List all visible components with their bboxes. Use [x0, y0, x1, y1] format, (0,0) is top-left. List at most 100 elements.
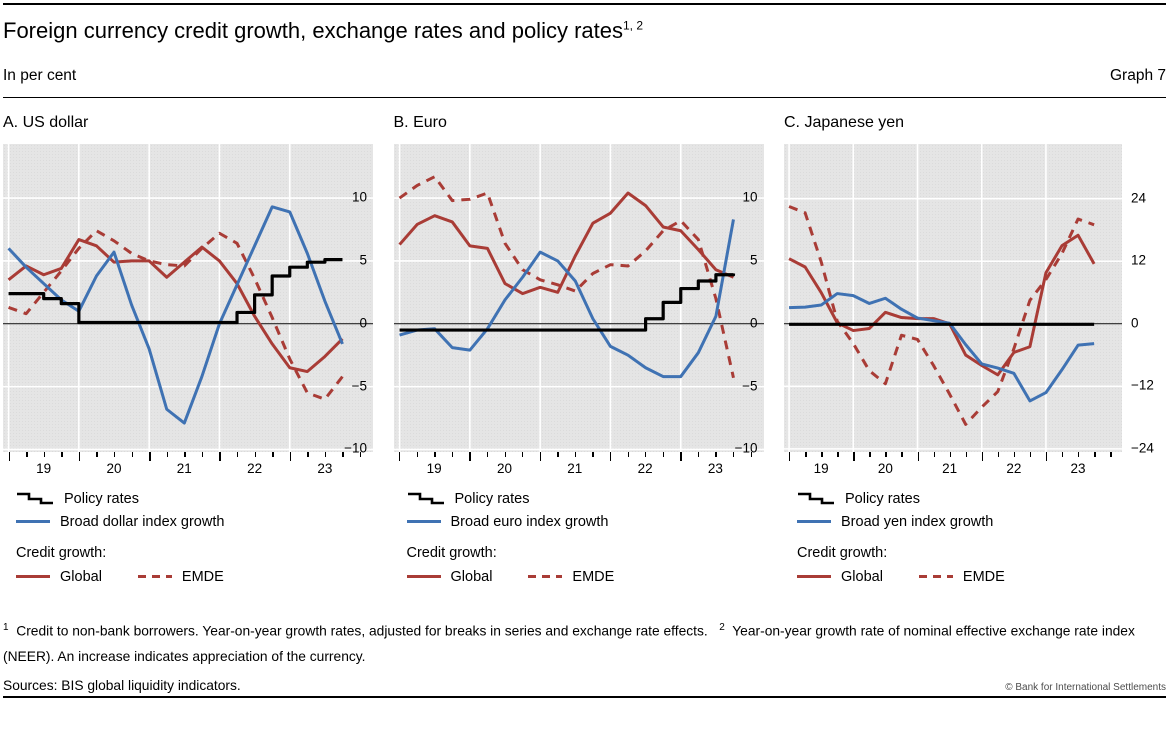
legend-label-emde: EMDE [572, 568, 615, 585]
red-line-icon [406, 575, 441, 578]
x-minor-tick [750, 452, 752, 457]
series-broad-euro-index-growth [398, 219, 735, 379]
graph-number-label: Graph 7 [1109, 67, 1166, 84]
chart-svg [3, 144, 373, 452]
legend-item-index-growth: Broad dollar index growth [16, 512, 375, 531]
y-tick-label: 12 [1131, 252, 1147, 268]
y-tick-label: 5 [359, 252, 367, 268]
x-major-tick [8, 452, 10, 461]
legend-label-global: Global [60, 568, 102, 585]
x-minor-tick [997, 452, 1000, 457]
x-minor-tick [504, 452, 506, 457]
copyright-label: © Bank for International Settlements [1005, 681, 1166, 693]
x-tick-label: 19 [426, 461, 442, 476]
x-tick-label: 22 [247, 461, 263, 476]
units-label: In per cent [3, 67, 77, 84]
plot-area-japanese-yen: 24 12 0 −12 −24 [784, 144, 1154, 455]
legend-credit-row: Global EMDE [406, 567, 766, 586]
bottom-row: Sources: BIS global liquidity indicators… [3, 678, 1166, 693]
x-axis-euro: 19 20 21 22 23 [394, 452, 764, 482]
x-minor-tick [486, 452, 489, 457]
x-minor-tick [272, 452, 274, 457]
legend-label-policy: Policy rates [454, 490, 530, 507]
x-minor-tick [416, 452, 419, 457]
legend-label-policy: Policy rates [845, 490, 920, 507]
legend-japanese-yen: Policy rates Broad yen index growth Cred… [784, 489, 1166, 586]
legend-item-emde: EMDE [528, 567, 614, 586]
sources-label: Sources: BIS global liquidity indicators… [3, 677, 241, 693]
legend-item-policy-rates: Policy rates [16, 489, 375, 508]
header-rule [3, 97, 1166, 98]
legend-credit-row: Global EMDE [797, 567, 1166, 586]
x-major-tick [539, 452, 542, 461]
footnote-text: 1 Credit to non-bank borrowers. Year-on-… [3, 615, 1166, 669]
x-tick-label: 21 [942, 461, 958, 476]
x-major-tick [289, 452, 292, 461]
plot-area-us-dollar: 10 5 0 −5 −10 [3, 144, 373, 456]
x-minor-tick [901, 452, 903, 457]
legend-item-emde: EMDE [137, 567, 224, 586]
x-minor-tick [821, 452, 823, 457]
x-minor-tick [697, 452, 700, 457]
x-tick-label: 23 [707, 461, 723, 476]
x-minor-tick [307, 452, 309, 457]
x-minor-tick [574, 452, 577, 457]
x-minor-tick [869, 452, 871, 457]
x-minor-tick [131, 452, 133, 457]
x-minor-tick [360, 452, 362, 457]
series-policy-rates [8, 258, 343, 325]
legend-item-index-growth: Broad yen index growth [797, 512, 1166, 531]
x-tick-label: 23 [1070, 461, 1086, 476]
x-minor-tick [324, 452, 327, 457]
x-minor-tick [662, 452, 665, 457]
x-major-tick [1045, 452, 1048, 461]
legend-label-policy: Policy rates [64, 490, 139, 507]
x-tick-label: 20 [496, 461, 513, 476]
y-tick-label: −24 [1131, 440, 1154, 456]
x-axis-japanese-yen: 19 20 21 22 23 [784, 452, 1122, 482]
red-dashed-line-icon [528, 575, 563, 578]
x-minor-tick [965, 452, 968, 457]
x-minor-tick [254, 452, 256, 457]
legend-label-index: Broad yen index growth [841, 513, 994, 530]
x-major-tick [981, 452, 984, 461]
legend-euro: Policy rates Broad euro index growth Cre… [394, 489, 766, 586]
legend-heading-credit-growth: Credit growth: [406, 545, 497, 561]
legend-label-index: Broad euro index growth [450, 513, 609, 530]
footnote-2-text: Year-on-year growth rate of nominal effe… [3, 623, 1135, 664]
policy-step-icon [407, 492, 444, 505]
chart-svg [784, 144, 1122, 452]
x-tick-label: 19 [36, 461, 52, 476]
blue-line-icon [797, 520, 831, 523]
legend-item-global: Global [16, 567, 102, 586]
panel-title: C. Japanese yen [784, 114, 905, 131]
x-minor-tick [237, 452, 239, 457]
legend-label-index: Broad dollar index growth [60, 513, 225, 530]
x-tick-label: 22 [1006, 461, 1022, 476]
x-minor-tick [114, 452, 116, 457]
legend-us-dollar: Policy rates Broad dollar index growth C… [3, 489, 375, 586]
x-major-tick [853, 452, 855, 461]
legend-heading-credit-growth: Credit growth: [16, 545, 107, 561]
panel-title: B. Euro [393, 114, 447, 131]
red-dashed-line-icon [918, 575, 953, 578]
legend-label-emde: EMDE [962, 568, 1005, 585]
x-minor-tick [837, 452, 839, 457]
x-minor-tick [61, 452, 63, 457]
x-minor-tick [1094, 452, 1096, 457]
x-minor-tick [715, 452, 717, 457]
y-tick-label: 0 [359, 315, 367, 331]
red-line-icon [16, 575, 50, 578]
x-minor-tick [166, 452, 169, 457]
legend-label-emde: EMDE [181, 568, 224, 585]
x-minor-tick [96, 452, 98, 457]
legend-label-global: Global [841, 568, 883, 585]
legend-item-global: Global [797, 567, 883, 586]
y-tick-label: 24 [1131, 190, 1147, 206]
x-tick-label: 23 [317, 461, 333, 476]
x-tick-label: 20 [877, 461, 893, 476]
x-minor-tick [885, 452, 887, 457]
x-minor-tick [1078, 452, 1080, 457]
x-major-tick [78, 452, 81, 461]
